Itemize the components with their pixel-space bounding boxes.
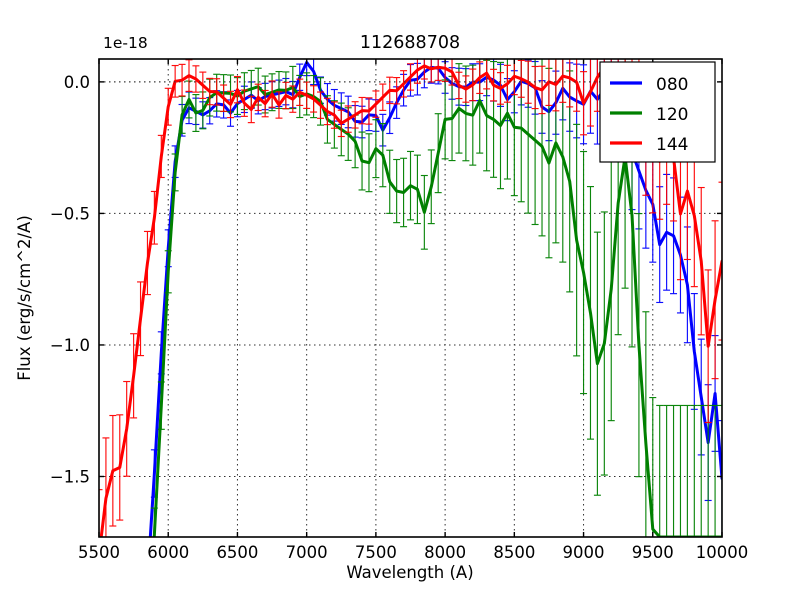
y-tick-label: −0.5 (50, 204, 90, 223)
y-axis-label: Flux (erg/s/cm^2/A) (15, 215, 34, 381)
x-tick-label: 7000 (286, 543, 328, 562)
x-tick-label: 8000 (424, 543, 466, 562)
x-tick-label: 8500 (493, 543, 535, 562)
x-tick-label: 9000 (563, 543, 605, 562)
line-120 (152, 85, 722, 537)
y-tick-label: −1.0 (50, 336, 90, 355)
x-tick-label: 7500 (355, 543, 397, 562)
x-tick-label: 9500 (632, 543, 674, 562)
x-tick-label: 6500 (216, 543, 258, 562)
legend-label-120: 120 (656, 105, 688, 125)
x-tick-label: 10000 (696, 543, 749, 562)
axes-frame (98, 58, 723, 538)
x-tick-label: 6000 (147, 543, 189, 562)
y-tick-label: 0.0 (64, 73, 90, 92)
axis-tick-labels: 5500 6000 6500 7000 7500 8000 8500 9000 9500 1000… (50, 73, 748, 562)
y-axis-offset-label: 1e-18 (103, 34, 148, 52)
legend-label-080: 080 (656, 75, 688, 95)
y-tick-label: −1.5 (50, 467, 90, 486)
x-tick-label: 5500 (78, 543, 120, 562)
chart-title: 112688708 (360, 33, 460, 53)
legend-label-144: 144 (656, 135, 688, 155)
legend[interactable]: 080 120 144 (599, 61, 716, 163)
x-axis-label: Wavelength (A) (346, 563, 473, 582)
